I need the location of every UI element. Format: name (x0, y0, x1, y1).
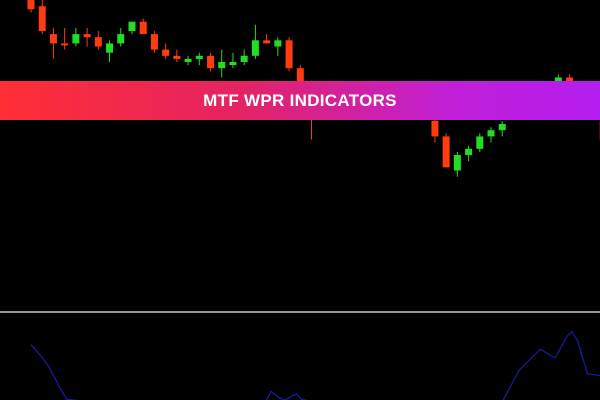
candle (207, 52, 215, 72)
candle (162, 43, 170, 59)
candle-body (61, 43, 69, 46)
candle-body (240, 55, 248, 62)
candle-body (38, 6, 46, 31)
candle (106, 40, 114, 62)
candle-body (296, 68, 304, 87)
candle-body (251, 40, 259, 56)
candle-body (476, 136, 484, 149)
candle (498, 120, 506, 137)
candle-body (72, 34, 80, 44)
candle (285, 37, 293, 72)
candle (476, 133, 484, 152)
candle-body (453, 155, 461, 171)
candle-body (139, 21, 147, 35)
candle-body (263, 40, 271, 44)
candle (274, 37, 282, 56)
candle-body (285, 40, 293, 69)
candle-body (106, 43, 114, 53)
candle-body (128, 21, 136, 31)
candle (27, 0, 35, 13)
candle-body (27, 0, 35, 10)
candle (465, 145, 473, 162)
candle-body (218, 62, 226, 69)
wpr-indicator-chart (0, 311, 600, 400)
candle (49, 27, 57, 59)
price-candlestick-chart (27, 0, 600, 177)
candle (61, 27, 69, 50)
candle (38, 0, 46, 35)
candle (229, 52, 237, 69)
banner-title: MTF WPR INDICATORS (203, 90, 397, 110)
candle-body (207, 55, 215, 69)
candle-body (83, 34, 91, 38)
candle-body (431, 120, 439, 137)
title-banner: MTF WPR INDICATORS (0, 81, 600, 120)
candle-body (498, 124, 506, 131)
candle (251, 24, 259, 59)
candle-body (184, 58, 192, 62)
candle (487, 127, 495, 143)
candle (240, 49, 248, 66)
candle (453, 151, 461, 177)
candle-body (94, 37, 102, 47)
candle-body (465, 148, 473, 155)
candle-body (162, 49, 170, 56)
candle (72, 27, 80, 47)
candle (128, 21, 136, 35)
candle (173, 49, 181, 62)
candle (263, 34, 271, 44)
candle-body (487, 130, 495, 137)
candle (195, 52, 203, 66)
candle-body (442, 136, 450, 168)
wpr-line (30, 330, 600, 400)
candle (117, 27, 125, 47)
candle-body (150, 34, 158, 50)
candle-body (49, 34, 57, 44)
candle-body (195, 55, 203, 59)
candle-body (229, 62, 237, 66)
candle (218, 49, 226, 78)
candle (150, 31, 158, 53)
candle-body (554, 77, 562, 84)
candle (184, 55, 192, 66)
candle (442, 133, 450, 168)
candle (94, 31, 102, 50)
candle-body (566, 77, 574, 84)
candle-body (274, 40, 282, 47)
candle (83, 27, 91, 47)
candle-body (117, 34, 125, 44)
candle-body (173, 55, 181, 59)
candle (139, 18, 147, 35)
